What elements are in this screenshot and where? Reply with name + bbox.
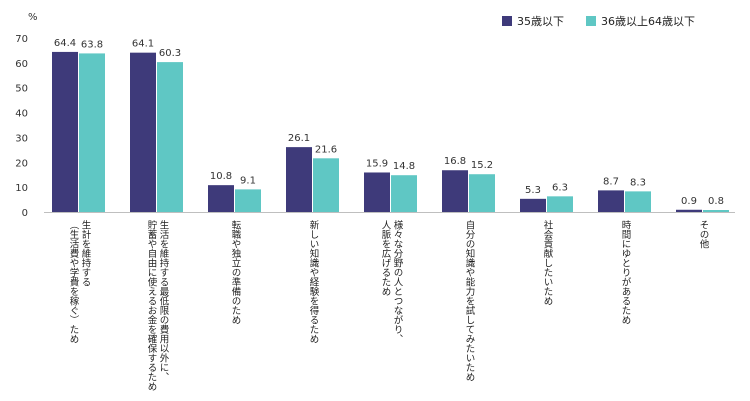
data-label-series-2-cat-3: 9.1 bbox=[240, 175, 256, 186]
legend-label-series-2: 36歳以上64歳以下 bbox=[601, 15, 695, 28]
data-label-series-2-cat-4: 21.6 bbox=[315, 144, 337, 155]
bar-series-1-cat-4 bbox=[286, 147, 312, 212]
data-label-series-2-cat-8: 8.3 bbox=[630, 177, 646, 188]
data-label-series-1-cat-4: 26.1 bbox=[288, 133, 310, 144]
legend-swatch-series-1 bbox=[502, 16, 512, 26]
bar-series-1-cat-8 bbox=[598, 190, 624, 212]
data-label-series-2-cat-7: 6.3 bbox=[552, 182, 568, 193]
y-tick-label: 30 bbox=[15, 133, 28, 144]
bar-series-2-cat-2 bbox=[157, 62, 183, 213]
bar-series-1-cat-2 bbox=[130, 52, 156, 213]
bar-series-2-cat-7 bbox=[547, 196, 573, 212]
bar-series-1-cat-7 bbox=[520, 198, 546, 212]
bar-series-2-cat-6 bbox=[469, 174, 495, 212]
bar-series-1-cat-9 bbox=[676, 209, 702, 212]
y-tick-label: 70 bbox=[15, 34, 28, 45]
bar-series-2-cat-9 bbox=[703, 210, 729, 212]
bars-group: 64.4 63.8 64.1 60.3 10.8 9.1 26.1 21.6 15.9 14.8 1… bbox=[52, 38, 729, 213]
category-label-5: 様々な分野の人とつながり、 人脈を広げるため bbox=[379, 220, 403, 344]
bar-series-2-cat-5 bbox=[391, 175, 417, 212]
category-label-3: 転職や独立の準備のため bbox=[229, 220, 241, 325]
category-label-7: 社会貢献したいため bbox=[541, 220, 553, 306]
legend-item-series-2: 36歳以上64歳以下 bbox=[586, 13, 695, 29]
legend-swatch-series-2 bbox=[586, 16, 596, 26]
data-label-series-2-cat-5: 14.8 bbox=[393, 161, 415, 172]
category-label-8: 時間にゆとりがあるため bbox=[619, 220, 631, 325]
data-label-series-2-cat-2: 60.3 bbox=[159, 48, 181, 59]
y-tick-label: 20 bbox=[15, 158, 28, 169]
bar-series-1-cat-1 bbox=[52, 51, 78, 212]
category-label-9: その他 bbox=[697, 220, 709, 249]
legend-item-series-1: 35歳以下 bbox=[502, 13, 564, 29]
y-tick-label: 50 bbox=[15, 84, 28, 95]
category-label-1: 生計を維持する （生活費や学費を稼ぐ）ため bbox=[67, 220, 91, 344]
y-tick-label: 10 bbox=[15, 183, 28, 194]
data-label-series-2-cat-9: 0.8 bbox=[708, 196, 724, 207]
bar-series-2-cat-1 bbox=[79, 53, 105, 212]
data-label-series-1-cat-2: 64.1 bbox=[132, 39, 154, 50]
data-label-series-1-cat-7: 5.3 bbox=[525, 185, 541, 196]
data-label-series-1-cat-5: 15.9 bbox=[366, 158, 388, 169]
y-tick-label: 40 bbox=[15, 109, 28, 120]
data-label-series-1-cat-9: 0.9 bbox=[681, 196, 697, 207]
y-tick-label: 60 bbox=[15, 59, 28, 70]
bar-series-1-cat-5 bbox=[364, 172, 390, 212]
bar-series-2-cat-3 bbox=[235, 189, 261, 212]
legend: 35歳以下 36歳以上64歳以下 bbox=[502, 13, 695, 29]
bar-series-1-cat-6 bbox=[442, 170, 468, 212]
y-axis-unit-label: % bbox=[28, 12, 38, 23]
y-axis: 0 10 20 30 40 50 60 70 bbox=[15, 34, 28, 219]
category-label-6: 自分の知識や能力を試してみたいため bbox=[463, 220, 475, 382]
data-label-series-2-cat-1: 63.8 bbox=[81, 39, 103, 50]
data-label-series-1-cat-1: 64.4 bbox=[54, 38, 76, 49]
bar-series-2-cat-4 bbox=[313, 158, 339, 212]
data-label-series-1-cat-8: 8.7 bbox=[603, 176, 619, 187]
y-tick-label: 0 bbox=[22, 208, 28, 219]
bar-series-2-cat-8 bbox=[625, 191, 651, 212]
data-label-series-2-cat-6: 15.2 bbox=[471, 160, 493, 171]
legend-label-series-1: 35歳以下 bbox=[517, 15, 564, 28]
data-label-series-1-cat-3: 10.8 bbox=[210, 171, 232, 182]
category-label-2: 生活を維持する最低限の費用以外に、 貯蓄や自由に使えるお金を確保するため bbox=[145, 220, 169, 391]
category-label-4: 新しい知識や経験を得るため bbox=[307, 220, 319, 344]
data-label-series-1-cat-6: 16.8 bbox=[444, 156, 466, 167]
bar-series-1-cat-3 bbox=[208, 185, 234, 212]
